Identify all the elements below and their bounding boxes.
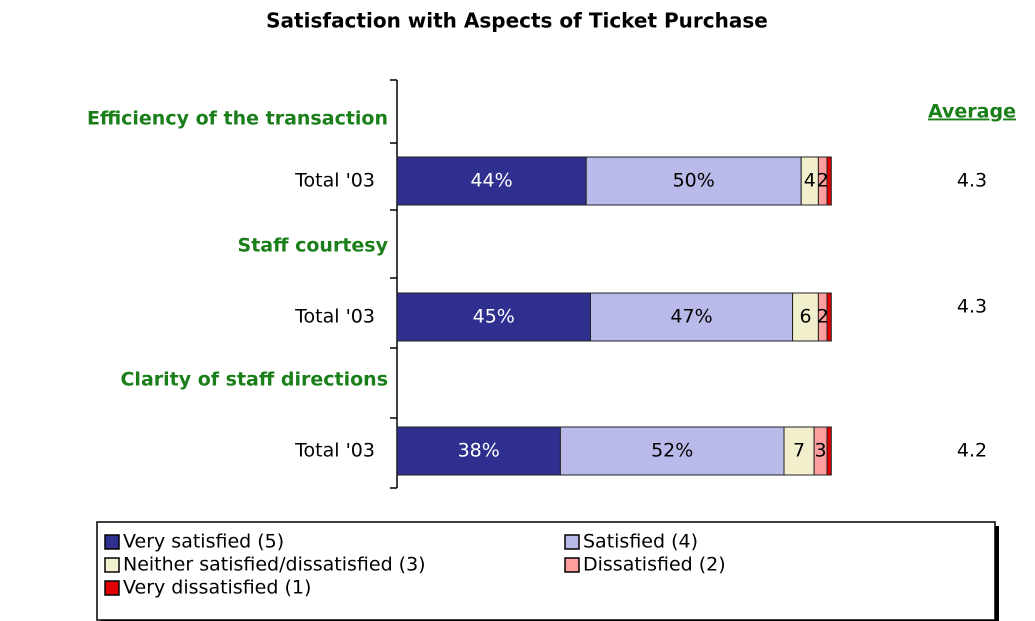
- bar-segment: [826, 156, 832, 206]
- bar-segment: [783, 426, 815, 476]
- bar-segment: [396, 426, 561, 476]
- data-label: 2: [817, 306, 829, 328]
- axis-ticks: [390, 79, 397, 489]
- average-value: 4.2: [957, 440, 987, 462]
- average-value: 4.3: [957, 170, 987, 192]
- data-label: 2: [817, 170, 829, 192]
- data-label: 7: [793, 440, 805, 462]
- bar-segment: [396, 156, 587, 206]
- legend-swatch: [104, 557, 120, 573]
- legend-swatch: [564, 534, 580, 550]
- category-label: Total '03: [294, 306, 375, 328]
- category-label: Total '03: [294, 440, 375, 462]
- data-label: 44%: [470, 170, 512, 192]
- data-label: 3: [815, 440, 827, 462]
- data-label: 47%: [670, 306, 712, 328]
- average-header: Average: [928, 101, 1016, 123]
- bar-segment: [396, 292, 591, 342]
- data-label: 50%: [673, 170, 715, 192]
- average-value: 4.3: [957, 296, 987, 318]
- data-label: 6: [799, 306, 811, 328]
- legend-label: Neither satisfied/dissatisfied (3): [123, 554, 426, 576]
- legend-label: Satisfied (4): [583, 531, 698, 553]
- bar-segment: [792, 292, 819, 342]
- bar-segment: [590, 292, 794, 342]
- chart-title: Satisfaction with Aspects of Ticket Purc…: [266, 9, 768, 33]
- bar-segment: [826, 292, 832, 342]
- group-label: Clarity of staff directions: [120, 369, 388, 391]
- data-label: 52%: [651, 440, 693, 462]
- data-label: 45%: [473, 306, 515, 328]
- legend-swatch: [104, 580, 120, 596]
- legend: [96, 521, 996, 621]
- legend-label: Very dissatisfied (1): [123, 577, 311, 599]
- bar-segment: [826, 426, 832, 476]
- data-label: 4: [804, 170, 816, 192]
- category-label: Total '03: [294, 170, 375, 192]
- legend-swatch: [104, 534, 120, 550]
- legend-label: Dissatisfied (2): [583, 554, 726, 576]
- bar-segment: [585, 156, 802, 206]
- group-label: Efficiency of the transaction: [87, 108, 388, 130]
- data-label: 38%: [458, 440, 500, 462]
- group-label: Staff courtesy: [238, 235, 389, 257]
- bar-segment: [559, 426, 785, 476]
- legend-label: Very satisfied (5): [123, 531, 284, 553]
- legend-swatch: [564, 557, 580, 573]
